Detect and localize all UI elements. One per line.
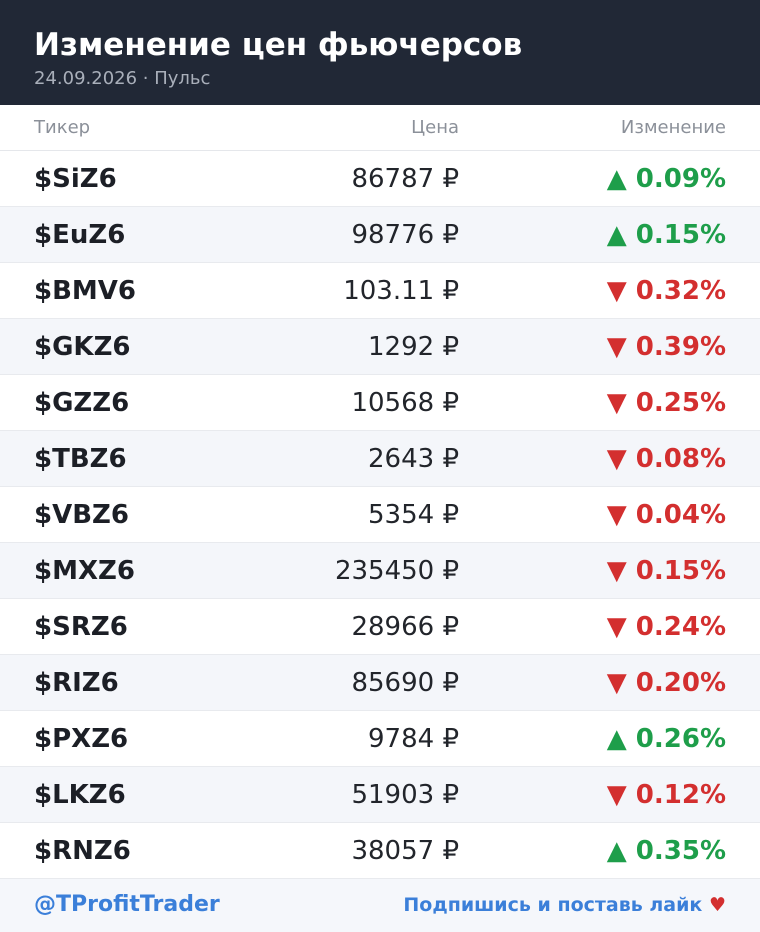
price: 51903 ₽ [351,780,459,810]
column-header: Цена [411,117,459,138]
change: ▲ 0.09% [606,164,726,194]
change: ▲ 0.15% [606,220,726,250]
table-row: $PXZ6 9784 ₽ ▲ 0.26% [0,711,760,767]
footer: @TProfitTrader Подпишись и поставь лайк … [0,879,760,932]
price: 2643 ₽ [368,444,459,474]
table-row: $EuZ6 98776 ₽ ▲ 0.15% [0,207,760,263]
cta[interactable]: Подпишись и поставь лайк ♥ [403,894,726,916]
price: 85690 ₽ [351,668,459,698]
price: 10568 ₽ [351,388,459,418]
table-row: $GZZ6 10568 ₽ ▼ 0.25% [0,375,760,431]
change: ▼ 0.39% [606,332,726,362]
ticker: $GKZ6 [34,332,131,362]
change: ▲ 0.26% [606,724,726,754]
price: 28966 ₽ [351,612,459,642]
change: ▼ 0.04% [606,500,726,530]
table-row: $SiZ6 86787 ₽ ▲ 0.09% [0,151,760,207]
ticker: $GZZ6 [34,388,130,418]
ticker: $TBZ6 [34,444,127,474]
column-header: Тикер [34,117,91,138]
heart: ♥ [708,894,726,916]
price: 1292 ₽ [368,332,459,362]
change: ▲ 0.35% [606,836,726,866]
price: 9784 ₽ [368,724,459,754]
table-row: $RNZ6 38057 ₽ ▲ 0.35% [0,823,760,879]
ticker: $SRZ6 [34,612,128,642]
cta-text: Подпишись и поставь лайк [403,894,703,916]
subtitle: 24.09.2026 · Пульс [34,68,211,89]
ticker: $LKZ6 [34,780,126,810]
change: ▼ 0.15% [606,556,726,586]
price: 86787 ₽ [351,164,459,194]
table-row: $BMV6 103.11 ₽ ▼ 0.32% [0,263,760,319]
ticker: $RNZ6 [34,836,131,866]
change: ▼ 0.20% [606,668,726,698]
price: 103.11 ₽ [343,276,459,306]
header: Изменение цен фьючерсов 24.09.2026 · Пул… [0,0,760,105]
price: 235450 ₽ [334,556,459,586]
table-row: $LKZ6 51903 ₽ ▼ 0.12% [0,767,760,823]
table-row: $RIZ6 85690 ₽ ▼ 0.20% [0,655,760,711]
ticker: $MXZ6 [34,556,135,586]
change: ▼ 0.08% [606,444,726,474]
table-row: $TBZ6 2643 ₽ ▼ 0.08% [0,431,760,487]
price: 38057 ₽ [351,836,459,866]
title: Изменение цен фьючерсов [34,27,523,63]
ticker: $SiZ6 [34,164,117,194]
price: 98776 ₽ [351,220,459,250]
price: 5354 ₽ [368,500,459,530]
table-row: $SRZ6 28966 ₽ ▼ 0.24% [0,599,760,655]
table-row: $MXZ6 235450 ₽ ▼ 0.15% [0,543,760,599]
table-row: $GKZ6 1292 ₽ ▼ 0.39% [0,319,760,375]
change: ▼ 0.12% [606,780,726,810]
change: ▼ 0.24% [606,612,726,642]
ticker: $BMV6 [34,276,136,306]
handle[interactable]: @TProfitTrader [34,892,220,917]
column-header: Изменение [620,117,726,138]
change: ▼ 0.25% [606,388,726,418]
ticker: $PXZ6 [34,724,129,754]
ticker: $VBZ6 [34,500,129,530]
change: ▼ 0.32% [606,276,726,306]
ticker: $RIZ6 [34,668,119,698]
ticker: $EuZ6 [34,220,126,250]
table-row: $VBZ6 5354 ₽ ▼ 0.04% [0,487,760,543]
